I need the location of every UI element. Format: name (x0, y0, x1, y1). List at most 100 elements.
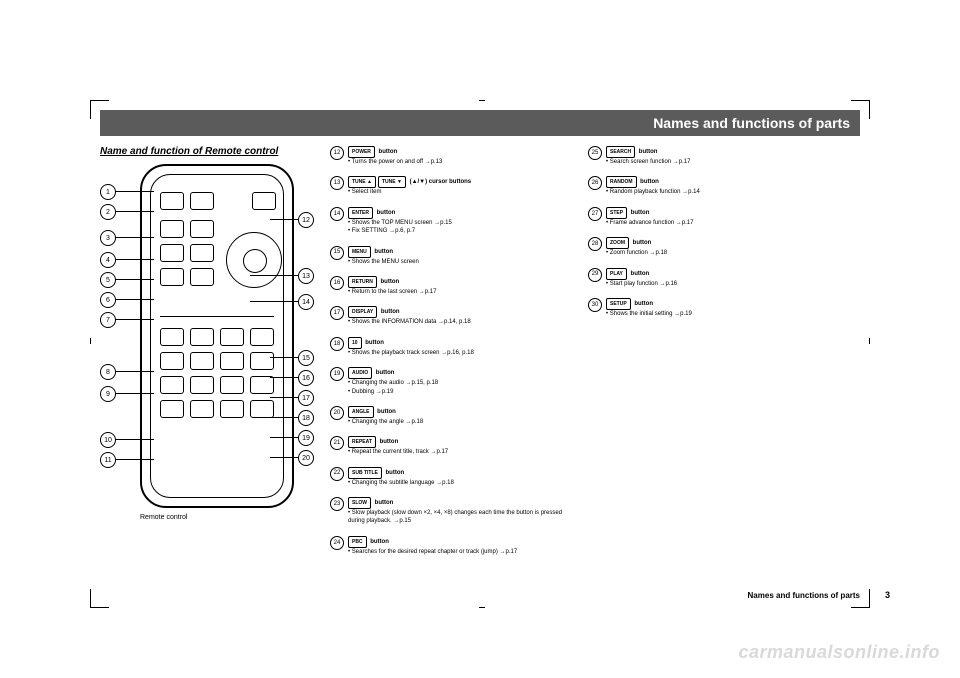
button-label-key: TUNE ▲ (348, 176, 376, 188)
item-number: 26 (588, 176, 602, 190)
item-title: REPEAT button (348, 436, 570, 448)
item-title: ZOOM button (606, 237, 828, 249)
item-title: STEP button (606, 207, 828, 219)
description-item: 26 RANDOM button• Random playback functio… (588, 176, 828, 196)
item-title: AUDIO button (348, 367, 570, 379)
item-title: RETURN button (348, 276, 570, 288)
item-title: TUNE ▲TUNE ▼ (▲/▼) cursor buttons (348, 176, 570, 188)
button-label-key: MENU (348, 246, 371, 258)
description-item: 22SUB TITLE button• Changing the subtitl… (330, 467, 570, 487)
callout-number: 11 (100, 452, 116, 468)
item-detail: • Frame advance function →p.17 (606, 219, 828, 227)
description-column-1: 12 POWER button• Turns the power on and o… (330, 146, 570, 566)
description-item: 12 POWER button• Turns the power on and o… (330, 146, 570, 166)
description-item: 25SEARCH button• Search screen function … (588, 146, 828, 166)
callout-number: 2 (100, 204, 116, 220)
page-number: 3 (885, 590, 890, 600)
item-detail: • Random playback function →p.14 (606, 188, 828, 196)
button-label-key: TUNE ▼ (378, 176, 406, 188)
callout-number: 14 (298, 294, 314, 310)
item-number: 29 (588, 268, 602, 282)
item-description: TUNE ▲TUNE ▼ (▲/▼) cursor buttons• Selec… (348, 176, 570, 196)
button-label-key: POWER (348, 146, 375, 158)
item-detail: • Select item (348, 188, 570, 196)
item-description: PLAY button• Start play function →p.16 (606, 268, 828, 288)
description-item: 29 PLAY button• Start play function →p.16 (588, 268, 828, 288)
footer-text: Names and functions of parts (748, 591, 860, 600)
description-item: 15MENU button• Shows the MENU screen (330, 246, 570, 266)
crop-tick (479, 100, 485, 101)
item-description: RETURN button• Return to the last screen… (348, 276, 570, 296)
item-description: POWER button• Turns the power on and off… (348, 146, 570, 166)
button-label-key: PLAY (606, 268, 627, 280)
button-label-key: 10 (348, 337, 362, 349)
watermark: carmanualsonline.info (738, 642, 940, 663)
button-label-key: PBC (348, 536, 367, 548)
callout-number: 18 (298, 410, 314, 426)
item-description: ZOOM button• Zoom function →p.18 (606, 237, 828, 257)
item-detail: • Shows the initial setting →p.19 (606, 310, 828, 318)
item-detail: • Shows the MENU screen (348, 258, 570, 266)
item-title: PLAY button (606, 268, 828, 280)
button-label-key: ZOOM (606, 237, 629, 249)
item-number: 16 (330, 276, 344, 290)
callout-number: 19 (298, 430, 314, 446)
page-content: Names and functions of parts Name and fu… (100, 110, 860, 600)
item-description: DISPLAY button• Shows the INFORMATION da… (348, 306, 570, 326)
item-title: PBC button (348, 536, 570, 548)
item-title: ANGLE button (348, 406, 570, 418)
item-number: 17 (330, 306, 344, 320)
item-description: SUB TITLE button• Changing the subtitle … (348, 467, 570, 487)
item-number: 18 (330, 337, 344, 351)
item-number: 21 (330, 436, 344, 450)
item-number: 23 (330, 497, 344, 511)
button-label-key: SUB TITLE (348, 467, 382, 479)
item-detail: • Search screen function →p.17 (606, 158, 828, 166)
item-number: 28 (588, 237, 602, 251)
button-label-key: DISPLAY (348, 306, 377, 318)
item-description: MENU button• Shows the MENU screen (348, 246, 570, 266)
item-number: 19 (330, 367, 344, 381)
description-item: 30SETUP button• Shows the initial settin… (588, 298, 828, 318)
item-detail: • Searches for the desired repeat chapte… (348, 548, 570, 556)
item-detail: • Slow playback (slow down ×2, ×4, ×8) c… (348, 509, 570, 526)
description-item: 24PBC button• Searches for the desired r… (330, 536, 570, 556)
callout-number: 12 (298, 212, 314, 228)
button-label-key: SLOW (348, 497, 371, 509)
item-title: 10 button (348, 337, 570, 349)
description-item: 21REPEAT button• Repeat the current titl… (330, 436, 570, 456)
remote-caption: Remote control (140, 514, 300, 521)
item-description: RANDOM button• Random playback function … (606, 176, 828, 196)
item-number: 27 (588, 207, 602, 221)
callout-number: 16 (298, 370, 314, 386)
item-description: 10 button• Shows the playback track scre… (348, 337, 570, 357)
item-title: POWER button (348, 146, 570, 158)
description-item: 19 AUDIO button• Changing the audio →p.15… (330, 367, 570, 396)
description-item: 27 STEP button• Frame advance function →p… (588, 207, 828, 227)
button-label-key: RETURN (348, 276, 377, 288)
button-label-key: ANGLE (348, 406, 374, 418)
button-label-key: AUDIO (348, 367, 372, 379)
description-item: 18 10 button• Shows the playback track sc… (330, 337, 570, 357)
item-detail: • Changing the angle →p.18 (348, 418, 570, 426)
item-title: SLOW button (348, 497, 570, 509)
item-number: 12 (330, 146, 344, 160)
button-label-key: ENTER (348, 207, 373, 219)
section-subtitle: Name and function of Remote control (100, 146, 278, 157)
item-detail: • Changing the subtitle language →p.18 (348, 479, 570, 487)
item-title: SETUP button (606, 298, 828, 310)
description-item: 28 ZOOM button• Zoom function →p.18 (588, 237, 828, 257)
item-description: AUDIO button• Changing the audio →p.15, … (348, 367, 570, 396)
callout-number: 7 (100, 312, 116, 328)
callout-number: 6 (100, 292, 116, 308)
item-description: ANGLE button• Changing the angle →p.18 (348, 406, 570, 426)
item-description: SLOW button• Slow playback (slow down ×2… (348, 497, 570, 526)
callout-number: 5 (100, 272, 116, 288)
item-description: PBC button• Searches for the desired rep… (348, 536, 570, 556)
description-item: 16 RETURN button• Return to the last scre… (330, 276, 570, 296)
remote-illustration-group: 1 2 3 4 5 6 7 8 9 10 11 12 13 14 15 16 1… (100, 164, 300, 521)
callout-number: 8 (100, 364, 116, 380)
item-number: 14 (330, 207, 344, 221)
button-label-key: SEARCH (606, 146, 635, 158)
crop-tick (869, 338, 870, 344)
